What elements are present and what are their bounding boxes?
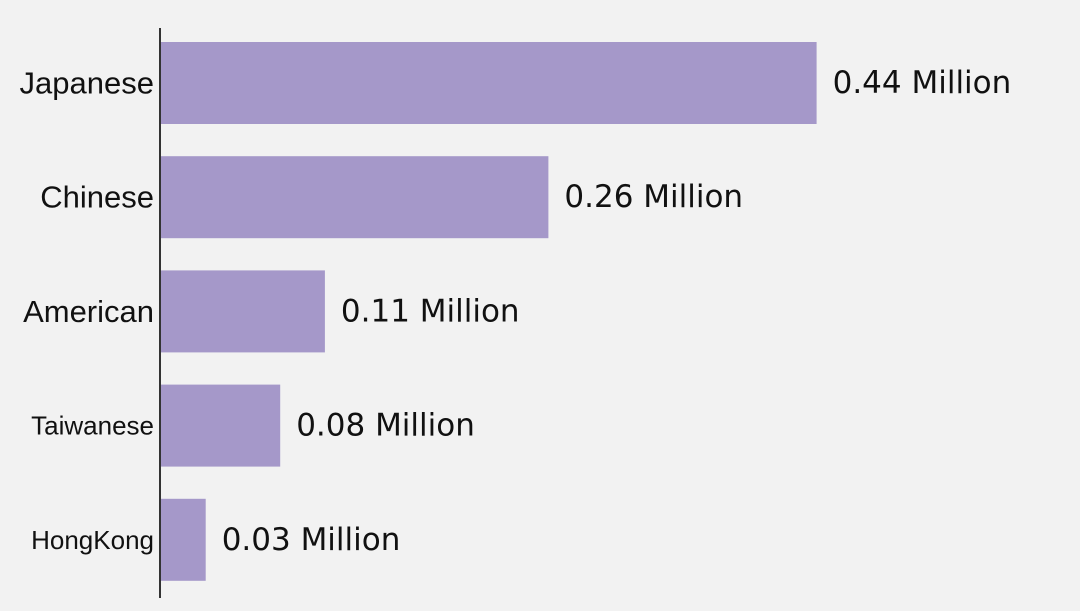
value-label-taiwanese: 0.08 Million (296, 408, 475, 444)
category-label-hongkong: HongKong (31, 525, 154, 555)
bar-chinese (161, 156, 549, 239)
bar-hongkong (161, 498, 206, 581)
value-label-chinese: 0.26 Million (564, 179, 743, 215)
value-label-japanese: 0.44 Million (833, 65, 1012, 101)
value-label-american: 0.11 Million (341, 293, 520, 329)
value-label-hongkong: 0.03 Million (222, 522, 401, 558)
labels-layer: Japanese 0.44 Million Chinese 0.26 Million A… (20, 65, 1012, 558)
category-label-japanese: Japanese (20, 66, 154, 101)
bar-japanese (161, 42, 817, 124)
bars-layer (161, 42, 817, 581)
bar-taiwanese (161, 384, 281, 467)
category-label-american: American (23, 294, 154, 329)
category-label-taiwanese: Taiwanese (31, 411, 154, 441)
category-label-chinese: Chinese (40, 180, 154, 215)
bar-american (161, 270, 325, 353)
